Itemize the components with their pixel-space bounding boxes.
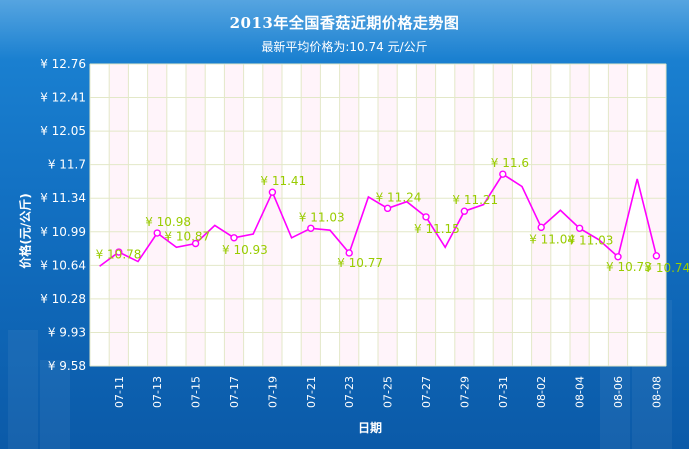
y-tick-label: ¥ 11.34: [40, 191, 86, 205]
data-point: [460, 207, 469, 215]
column-band: [109, 64, 129, 366]
data-label: ¥ 11.41: [260, 174, 306, 188]
data-label: ¥ 10.93: [222, 243, 268, 257]
y-tick-label: ¥ 10.64: [40, 258, 86, 272]
x-tick-label: 08-04: [574, 376, 587, 408]
y-tick-label: ¥ 12.76: [40, 57, 86, 71]
x-tick-label: 07-17: [228, 376, 241, 408]
data-label: ¥ 11.03: [568, 233, 614, 247]
data-label: ¥ 11.24: [376, 190, 422, 204]
x-tick-label: 08-06: [612, 376, 625, 408]
x-tick-label: 08-08: [650, 376, 663, 408]
y-tick-label: ¥ 12.05: [40, 124, 86, 138]
x-tick-label: 07-23: [343, 376, 356, 408]
data-point: [575, 224, 584, 232]
column-band: [224, 64, 244, 366]
column-band: [301, 64, 321, 366]
x-tick-label: 07-25: [382, 376, 395, 408]
data-label: ¥ 10.73: [606, 260, 652, 274]
y-tick-label: ¥ 9.93: [48, 325, 86, 339]
data-label: ¥ 10.98: [145, 215, 191, 229]
y-tick-label: ¥ 9.58: [48, 359, 86, 373]
column-band: [531, 64, 551, 366]
data-label: ¥ 11.15: [414, 222, 460, 236]
y-axis-title: 价格(元/公斤): [18, 193, 33, 269]
data-point: [383, 204, 392, 213]
column-band: [186, 64, 206, 366]
x-tick-label: 07-29: [458, 376, 471, 408]
x-tick-label: 08-02: [535, 376, 548, 408]
x-tick-label: 07-19: [266, 376, 279, 408]
x-tick-label: 07-15: [190, 376, 203, 408]
column-band: [147, 64, 167, 366]
data-point: [652, 252, 661, 260]
data-label: ¥ 10.87: [164, 229, 210, 243]
column-band: [339, 64, 359, 366]
x-tick-label: 07-13: [151, 376, 164, 408]
data-point: [537, 223, 545, 232]
data-point: [268, 188, 277, 196]
x-tick-label: 07-11: [113, 376, 126, 408]
data-point: [153, 229, 161, 237]
x-tick-label: 07-21: [305, 376, 318, 408]
data-label: ¥ 11.6: [491, 156, 529, 170]
y-tick-label: ¥ 11.7: [48, 158, 86, 172]
x-tick-label: 07-27: [420, 376, 433, 408]
chart-subtitle: 最新平均价格为:10.74 元/公斤: [261, 40, 428, 54]
data-label: ¥ 10.78: [96, 247, 142, 261]
data-label: ¥ 11.04: [529, 232, 575, 246]
column-band: [646, 64, 666, 366]
x-axis-title: 日期: [357, 421, 382, 435]
data-point: [345, 249, 353, 257]
data-point: [191, 239, 200, 248]
column-band: [378, 64, 398, 366]
data-point: [614, 253, 622, 261]
data-label: ¥ 10.74: [644, 261, 689, 275]
column-band: [493, 64, 513, 366]
y-tick-label: ¥ 10.28: [40, 292, 86, 306]
data-point: [115, 248, 123, 256]
column-band: [570, 64, 590, 366]
chart-title: 2013年全国香菇近期价格走势图: [229, 14, 460, 32]
column-band: [608, 64, 628, 366]
data-label: ¥ 11.21: [452, 193, 498, 207]
data-point: [499, 170, 507, 178]
column-band: [454, 64, 474, 366]
y-tick-label: ¥ 12.41: [40, 91, 86, 105]
x-tick-label: 07-31: [497, 376, 510, 408]
data-label: ¥ 10.77: [337, 256, 383, 270]
column-band: [262, 64, 282, 366]
data-label: ¥ 11.03: [299, 210, 345, 224]
data-point: [230, 234, 238, 242]
data-point: [422, 213, 430, 221]
data-point: [307, 224, 315, 232]
y-tick-label: ¥ 10.99: [40, 225, 86, 239]
